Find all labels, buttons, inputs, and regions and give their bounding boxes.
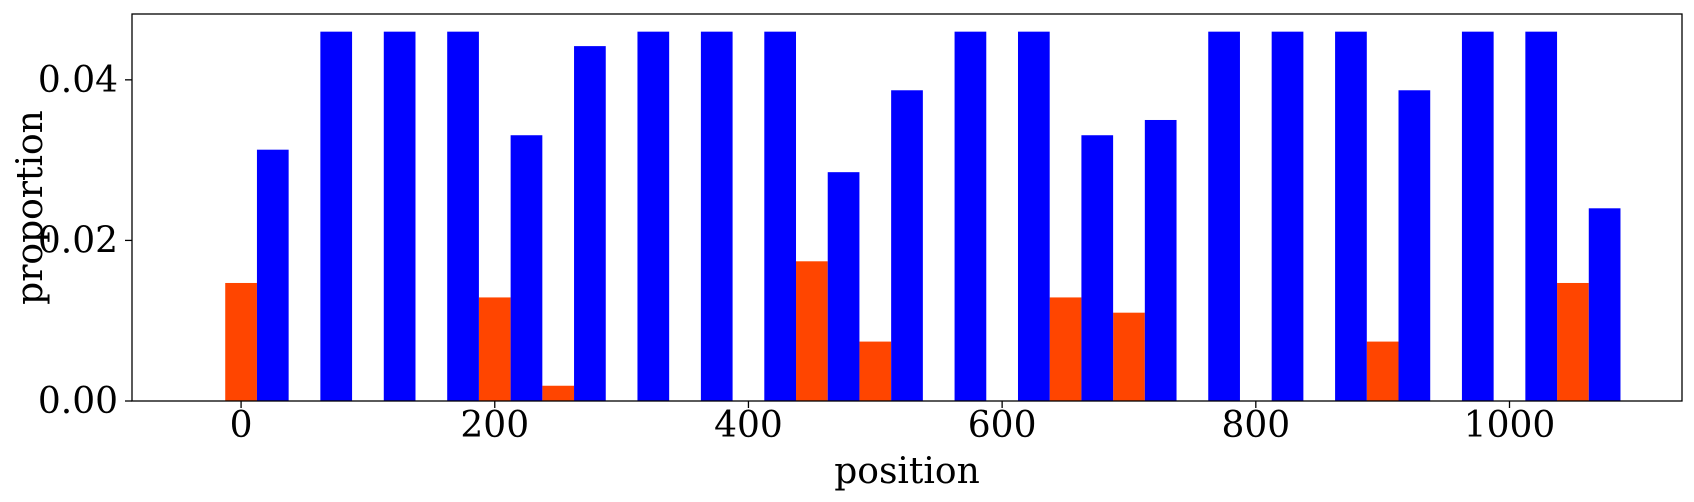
- bar-series1-450: [796, 261, 828, 401]
- x-axis-label: position: [834, 451, 980, 492]
- bar-series1-500: [859, 341, 892, 401]
- y-tick-label-1: 0.02: [38, 220, 118, 261]
- x-tick-label-0: 0: [230, 405, 253, 446]
- y-axis-ticks: 0.00 0.02 0.04: [38, 60, 132, 422]
- bar-series1-250: [542, 385, 575, 401]
- bar-series2-925: [1398, 90, 1431, 401]
- bar-series2-25: [256, 149, 289, 401]
- x-tick-label-600: 600: [968, 405, 1037, 446]
- x-axis-ticks: 0 200 400 600 800 1000: [230, 401, 1556, 446]
- bar-series1-650: [1049, 297, 1082, 401]
- bar-series2-975: [1461, 31, 1494, 401]
- x-tick-label-200: 200: [460, 405, 529, 446]
- bar-series2-75: [320, 31, 353, 401]
- bar-series2-275: [574, 46, 606, 402]
- bar-series2-175: [447, 31, 479, 401]
- x-tick-label-1000: 1000: [1464, 405, 1556, 446]
- bar-series1-700: [1113, 312, 1145, 401]
- bar-series2-125: [383, 31, 416, 401]
- plot-frame: [131, 13, 1683, 402]
- bar-series2-475: [827, 172, 860, 401]
- bar-series2-875: [1335, 31, 1367, 401]
- bar-series2-775: [1208, 31, 1240, 401]
- bar-series2-725: [1144, 119, 1177, 402]
- bar-series1-0: [225, 282, 257, 401]
- x-tick-label-400: 400: [714, 405, 783, 446]
- bar-series2-1025: [1525, 31, 1558, 401]
- bar-series2-525: [891, 90, 923, 401]
- bars-layer: [225, 31, 1621, 402]
- y-tick-label-2: 0.04: [38, 60, 118, 101]
- y-tick-label-0: 0.00: [38, 381, 118, 422]
- y-axis-label: proportion: [10, 110, 51, 305]
- bar-series1-200: [478, 297, 511, 401]
- x-tick-label-800: 800: [1221, 405, 1290, 446]
- bar-series1-900: [1366, 341, 1399, 401]
- bar-series2-575: [954, 31, 987, 401]
- bar-series2-225: [510, 135, 543, 401]
- bar-series2-325: [637, 31, 670, 401]
- bar-series2-1075: [1588, 208, 1621, 401]
- bar-series2-375: [700, 31, 733, 401]
- bar-series2-425: [764, 31, 797, 401]
- bar-series2-625: [1017, 31, 1050, 401]
- bar-series2-675: [1081, 135, 1114, 401]
- bar-series2-825: [1271, 31, 1304, 401]
- bar-series1-1050: [1557, 282, 1589, 401]
